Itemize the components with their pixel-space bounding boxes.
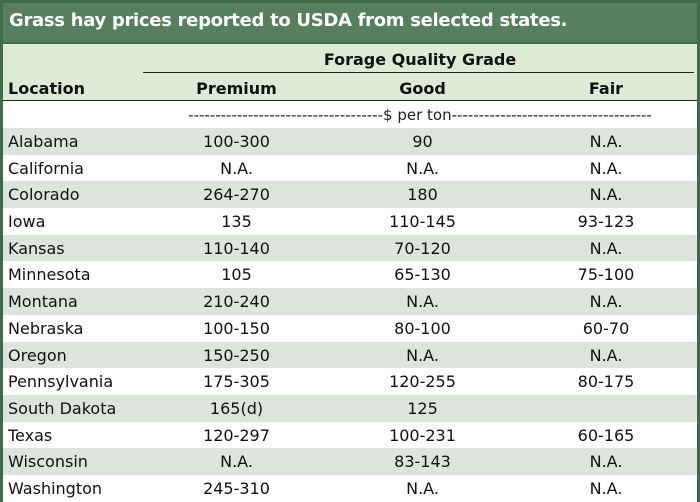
table-row: Kansas 110-140 70-120 N.A.: [3, 234, 697, 262]
table-row: Iowa 135 110-145 93-123: [3, 208, 697, 235]
cell-location: Montana: [8, 292, 78, 312]
cell-good: 120-255: [389, 372, 456, 392]
table-row: Nebraska 100-150 80-100 60-70: [3, 314, 697, 342]
cell-fair: 93-123: [577, 212, 635, 232]
units-label: ------------------------------------$ pe…: [188, 106, 652, 124]
cell-good: 110-145: [389, 212, 456, 232]
cell-location: Washington: [8, 478, 103, 498]
cell-premium: N.A.: [220, 158, 253, 178]
title-bar: Grass hay prices reported to USDA from s…: [3, 3, 697, 44]
cell-location: South Dakota: [8, 398, 117, 418]
cell-good: 125: [407, 398, 438, 418]
table-row: Texas 120-297 100-231 60-165: [3, 421, 697, 449]
cell-premium: 165(d): [209, 398, 264, 418]
cell-location: Colorado: [8, 185, 80, 205]
cell-fair: 80-175: [577, 372, 635, 392]
cell-good: N.A.: [406, 158, 439, 178]
table-row: Alabama 100-300 90 N.A.: [3, 128, 697, 155]
cell-good: 180: [407, 185, 438, 205]
cell-fair: N.A.: [589, 478, 623, 498]
column-header-location: Location: [8, 79, 85, 98]
cell-fair: N.A.: [589, 238, 623, 258]
table-row: Minnesota 105 65-130 75-100: [3, 261, 697, 289]
cell-premium: 264-270: [203, 185, 270, 205]
cell-premium: 110-140: [203, 238, 270, 258]
cell-fair: N.A.: [589, 452, 623, 472]
cell-fair: N.A.: [589, 345, 623, 365]
cell-good: N.A.: [406, 292, 439, 312]
cell-fair: 75-100: [577, 265, 635, 285]
cell-premium: N.A.: [220, 452, 253, 472]
table-row: Oregon 150-250 N.A. N.A.: [3, 341, 697, 369]
cell-fair: N.A.: [589, 158, 623, 178]
cell-location: Texas: [8, 425, 53, 445]
table-row: Montana 210-240 N.A. N.A.: [3, 288, 697, 315]
cell-premium: 210-240: [203, 292, 270, 312]
cell-location: Pennsylvania: [8, 372, 114, 392]
cell-location: Minnesota: [8, 265, 91, 285]
cell-good: 90: [412, 132, 433, 151]
table-body: Alabama 100-300 90 N.A. California N.A. …: [3, 128, 697, 502]
cell-good: 70-120: [394, 238, 451, 258]
header-divider: [3, 100, 697, 101]
cell-good: 80-100: [394, 318, 451, 338]
cell-location: Iowa: [8, 212, 46, 232]
table-row: Pennsylvania 175-305 120-255 80-175: [3, 368, 697, 395]
cell-fair: N.A.: [589, 185, 623, 205]
table-row: Wisconsin N.A. 83-143 N.A.: [3, 448, 697, 475]
cell-fair: 60-165: [577, 425, 635, 445]
column-header-good: Good: [399, 79, 446, 98]
cell-location: Nebraska: [8, 318, 84, 338]
group-header-forage-quality-grade: Forage Quality Grade: [323, 50, 517, 69]
cell-location: Kansas: [8, 238, 65, 258]
cell-good: N.A.: [406, 345, 439, 365]
cell-premium: 105: [221, 265, 252, 285]
units-row: ------------------------------------$ pe…: [3, 102, 697, 128]
table-title: Grass hay prices reported to USDA from s…: [9, 10, 568, 31]
table-row: South Dakota 165(d) 125: [3, 394, 697, 422]
cell-premium: 100-300: [203, 132, 270, 151]
table-row: Colorado 264-270 180 N.A.: [3, 181, 697, 209]
cell-location: California: [8, 158, 84, 178]
column-header-fair: Fair: [588, 79, 624, 98]
cell-location: Oregon: [8, 345, 67, 365]
cell-premium: 150-250: [203, 345, 270, 365]
cell-premium: 175-305: [203, 372, 270, 392]
cell-premium: 245-310: [203, 478, 270, 498]
cell-good: 65-130: [394, 265, 451, 285]
cell-fair: 60-70: [582, 318, 630, 338]
cell-premium: 120-297: [203, 425, 270, 445]
cell-good: N.A.: [406, 478, 439, 498]
group-header-underline: [143, 72, 694, 73]
cell-fair: N.A.: [589, 292, 623, 312]
cell-premium: 100-150: [203, 318, 270, 338]
cell-location: Wisconsin: [8, 452, 88, 472]
cell-good: 83-143: [394, 452, 451, 472]
column-header-premium: Premium: [196, 79, 277, 98]
table-row: Washington 245-310 N.A. N.A.: [3, 474, 697, 502]
cell-location: Alabama: [8, 132, 79, 151]
cell-premium: 135: [221, 212, 252, 232]
table-row: California N.A. N.A. N.A.: [3, 154, 697, 182]
cell-good: 100-231: [389, 425, 456, 445]
cell-fair: N.A.: [589, 132, 623, 151]
table-header: Forage Quality Grade Location Premium Go…: [3, 44, 697, 101]
